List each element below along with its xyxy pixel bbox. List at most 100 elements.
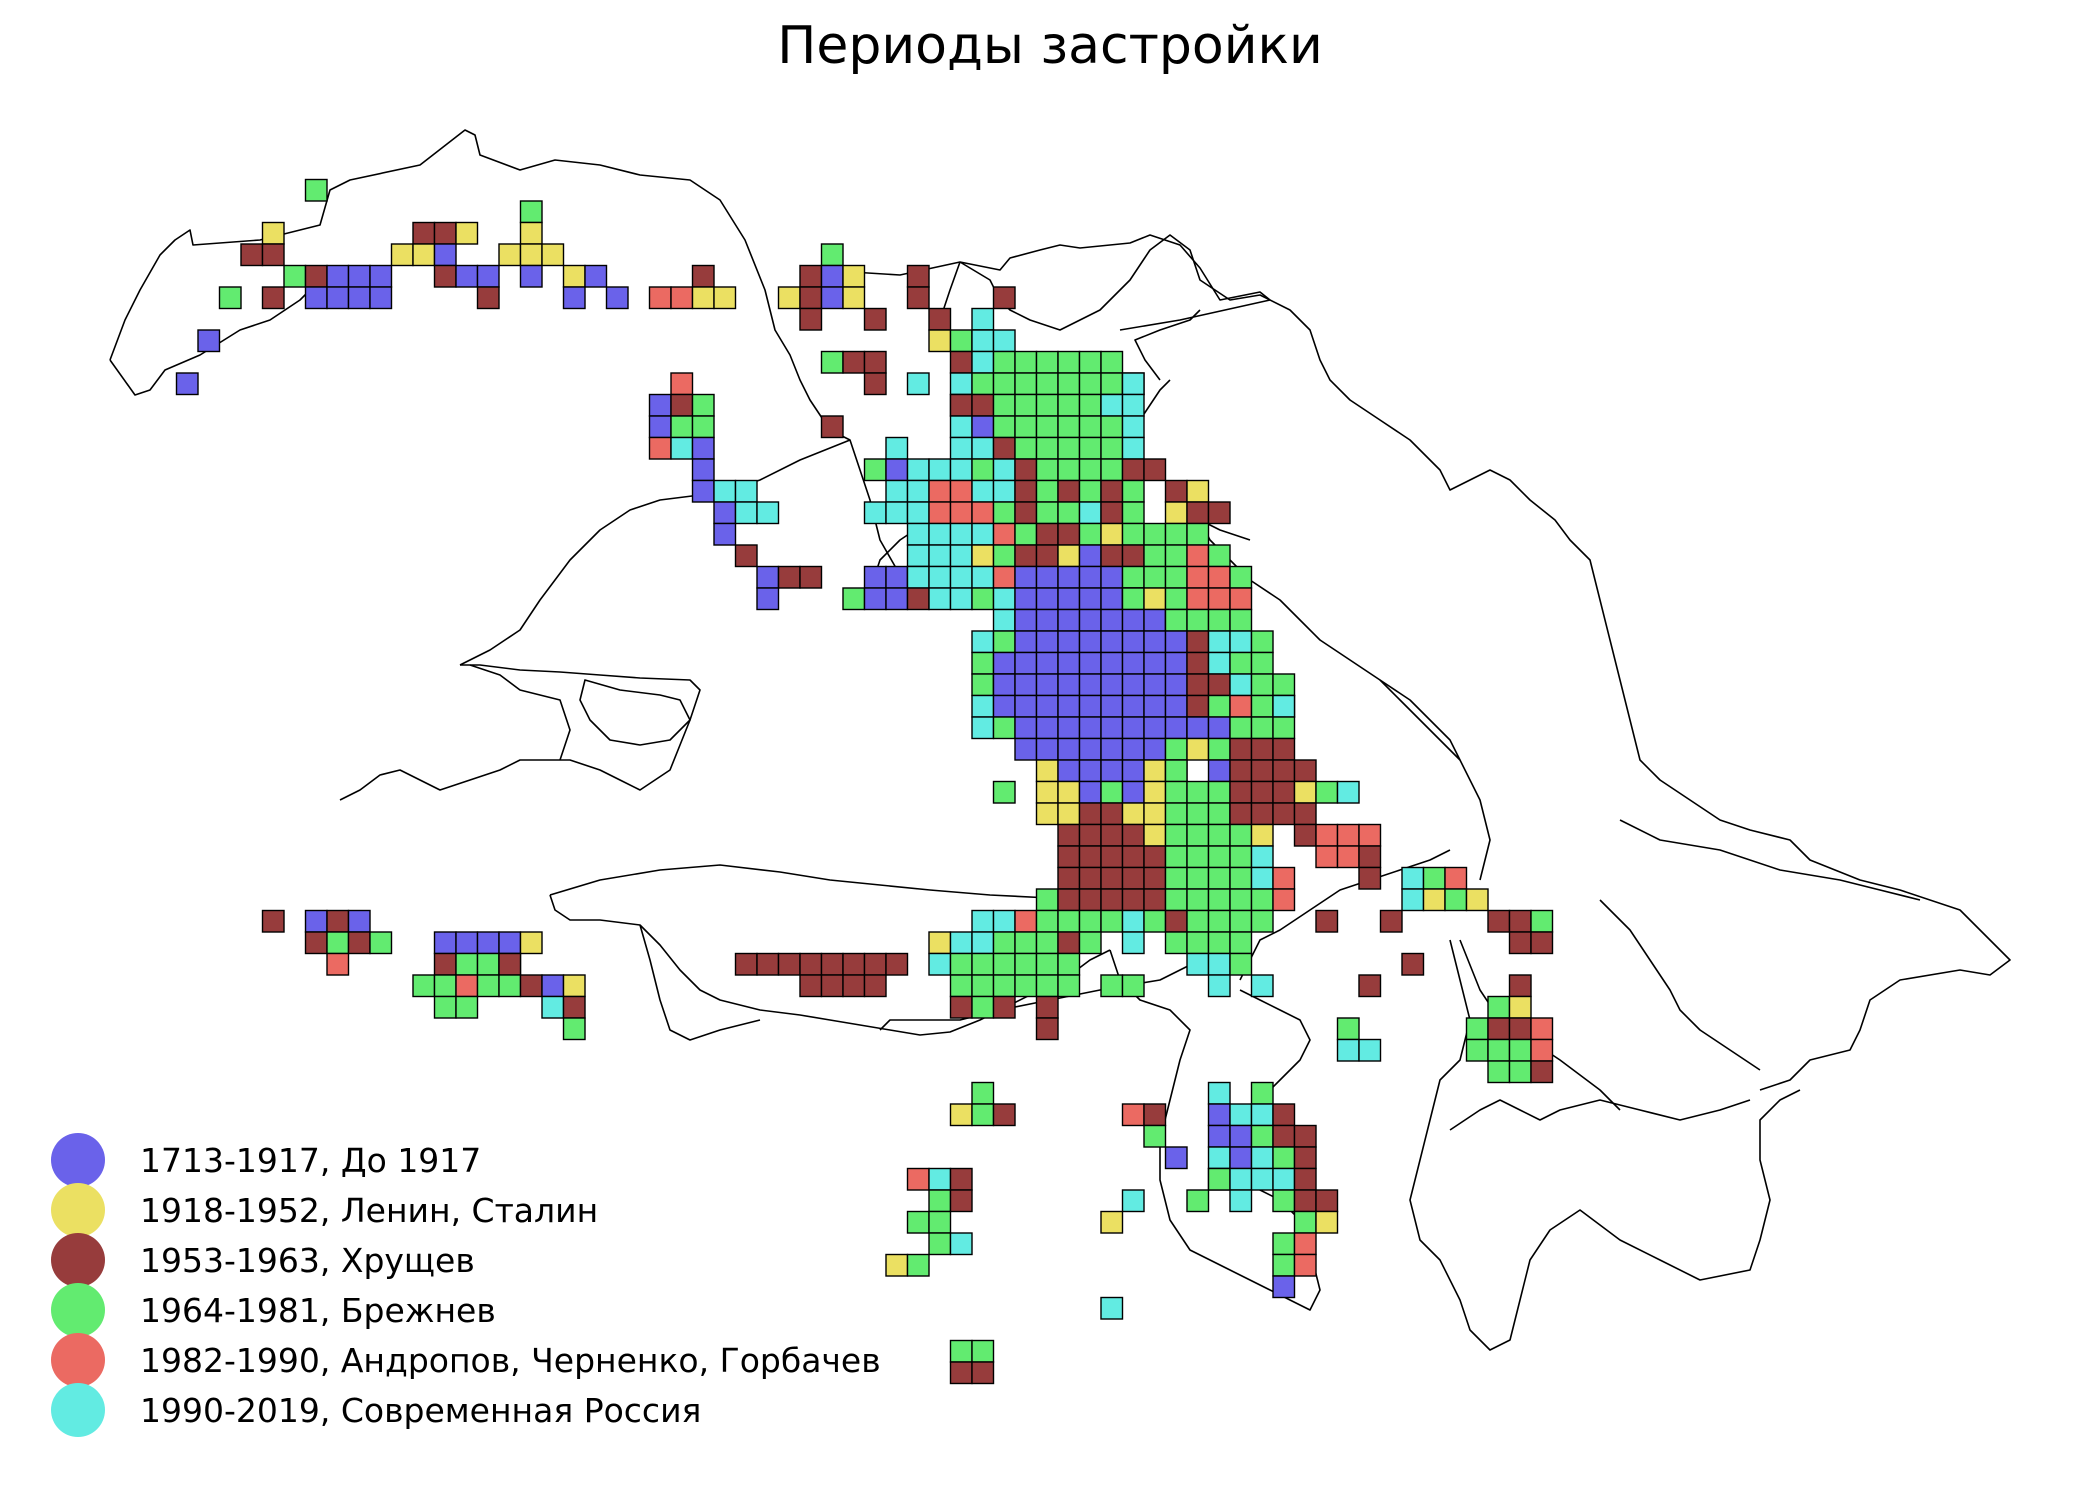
cell-4-632 [1293, 1253, 1317, 1277]
cell-3-434 [1229, 866, 1253, 890]
cell-2-538 [820, 974, 844, 998]
cell-2-355 [1272, 737, 1296, 761]
cell-5-518 [928, 952, 952, 976]
cell-1-361 [1143, 759, 1167, 783]
cell-3-431 [1164, 866, 1188, 890]
cell-0-105 [971, 415, 995, 439]
cell-5-195 [949, 544, 973, 568]
cell-0-332 [1078, 716, 1102, 740]
cell-0-298 [1014, 673, 1038, 697]
cell-4-628 [1293, 1232, 1317, 1256]
cell-2-184 [1035, 522, 1059, 546]
cell-2-388 [1100, 802, 1124, 826]
cell-5-237 [949, 587, 973, 611]
cell-0-29 [820, 264, 844, 288]
cell-5-571 [1358, 1038, 1382, 1062]
cell-3-627 [1272, 1232, 1296, 1256]
cell-0-19 [347, 264, 371, 288]
cell-3-294 [1250, 651, 1274, 675]
cell-3-617 [1272, 1189, 1296, 1213]
cell-0-241 [1035, 587, 1059, 611]
cell-3-450 [1229, 888, 1253, 912]
cell-5-118 [971, 436, 995, 460]
cell-2-46 [799, 286, 823, 310]
cell-0-209 [756, 565, 780, 589]
cell-5-589 [1250, 1103, 1274, 1127]
cell-0-234 [885, 587, 909, 611]
cell-0-299 [1035, 673, 1059, 697]
cell-grid [175, 178, 1554, 1385]
cell-4-251 [1207, 587, 1231, 611]
cell-1-45 [777, 286, 801, 310]
cell-1-622 [1100, 1210, 1124, 1234]
cell-5-117 [949, 436, 973, 460]
cell-3-32 [218, 286, 242, 310]
cell-1-197 [971, 544, 995, 568]
cell-3-620 [906, 1210, 930, 1234]
cell-0-223 [1078, 565, 1102, 589]
cell-0-374 [1121, 780, 1145, 804]
cell-3-500 [1207, 931, 1231, 955]
cell-3-636 [971, 1339, 995, 1363]
cell-2-353 [1229, 737, 1253, 761]
cell-3-190 [1164, 522, 1188, 546]
cell-3-558 [971, 995, 995, 1019]
cell-3-631 [1272, 1253, 1296, 1277]
cell-4-165 [949, 501, 973, 525]
cell-5-75 [906, 372, 930, 396]
cell-5-98 [1100, 393, 1124, 417]
cell-0-212 [863, 565, 887, 589]
cell-5-497 [1121, 931, 1145, 955]
cell-3-106 [992, 415, 1016, 439]
cell-0-339 [1207, 716, 1231, 740]
cell-3-123 [1078, 436, 1102, 460]
cell-4-603 [906, 1167, 930, 1191]
cell-5-131 [949, 458, 973, 482]
cell-5-162 [885, 501, 909, 525]
cell-2-590 [1272, 1103, 1296, 1127]
cell-2-399 [1057, 823, 1081, 847]
cell-5-54 [971, 307, 995, 331]
cell-5-461 [971, 909, 995, 933]
cell-3-78 [992, 372, 1016, 396]
cell-4-424 [1336, 845, 1360, 869]
cell-1-488 [519, 931, 543, 955]
cell-0-128 [885, 458, 909, 482]
cell-5-130 [928, 458, 952, 482]
cell-1-14 [541, 243, 565, 267]
cell-3-264 [1186, 608, 1210, 632]
cell-3-249 [1164, 587, 1188, 611]
cell-5-178 [906, 522, 930, 546]
cell-3-121 [1035, 436, 1059, 460]
cell-0-260 [1121, 608, 1145, 632]
cell-2-365 [1229, 759, 1253, 783]
cell-2-52 [863, 307, 887, 331]
cell-0-202 [1078, 544, 1102, 568]
cell-2-446 [1143, 888, 1167, 912]
cell-3-340 [1229, 716, 1253, 740]
cell-0-320 [1164, 694, 1188, 718]
cell-0-256 [1035, 608, 1059, 632]
legend-swatch-4 [51, 1333, 105, 1387]
cell-0-333 [1100, 716, 1124, 740]
cell-2-200 [1035, 544, 1059, 568]
cell-0-460 [347, 909, 371, 933]
cell-0-302 [1100, 673, 1124, 697]
cell-3-464 [1035, 909, 1059, 933]
cell-5-180 [949, 522, 973, 546]
cell-0-313 [1014, 694, 1038, 718]
cell-3-563 [562, 1017, 586, 1041]
cell-0-633 [1272, 1275, 1296, 1299]
cell-5-99 [1121, 393, 1145, 417]
cell-5-218 [971, 565, 995, 589]
cell-2-21 [433, 264, 457, 288]
cell-0-258 [1078, 608, 1102, 632]
cell-2-154 [1100, 479, 1124, 503]
cell-0-72 [175, 372, 199, 396]
cell-2-476 [1379, 909, 1403, 933]
cell-3-591 [1143, 1124, 1167, 1148]
cell-5-608 [1229, 1167, 1253, 1191]
cell-0-344 [1035, 737, 1059, 761]
cell-5-142 [713, 479, 737, 503]
cell-3-101 [670, 415, 694, 439]
